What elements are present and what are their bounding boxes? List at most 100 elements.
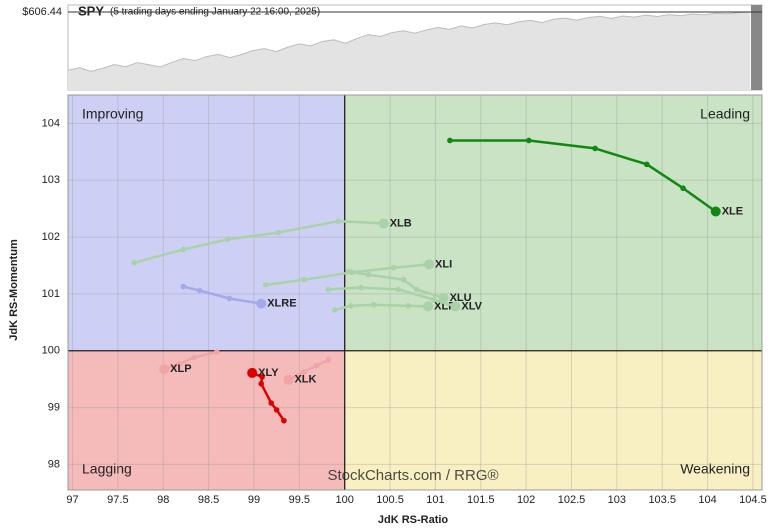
tail-point	[325, 357, 332, 363]
tail-head	[438, 292, 449, 303]
quadrant	[344, 350, 762, 490]
x-tick-label: 101.5	[467, 494, 495, 506]
series-label: XLI	[435, 258, 452, 270]
tail-head	[424, 259, 435, 270]
tail-point	[447, 137, 453, 144]
series-label: XLE	[722, 205, 743, 217]
tail-head	[256, 298, 267, 309]
spy-line	[67, 11, 751, 72]
tail-point	[213, 349, 220, 355]
x-tick-label: 100.5	[376, 494, 404, 506]
tail-line	[449, 139, 717, 213]
series-label: XLF	[434, 300, 455, 312]
tail-point	[275, 229, 282, 236]
tail-point	[331, 307, 338, 313]
tail-line	[133, 219, 384, 264]
series-label: XLY	[258, 367, 279, 379]
x-tick-label: 102.5	[558, 494, 586, 506]
x-tick-label: 97	[66, 494, 78, 506]
tail-point	[191, 354, 197, 361]
period-highlight	[751, 5, 762, 90]
tail-point	[268, 400, 275, 406]
y-tick-label: 100	[42, 345, 60, 357]
tail-point	[643, 161, 650, 168]
tail-point	[430, 296, 437, 303]
y-tick-label: 103	[42, 174, 60, 186]
tail-point	[131, 259, 138, 266]
series-label: XLU	[450, 292, 472, 304]
x-tick-label: 100	[336, 494, 354, 506]
quadrant	[68, 95, 345, 351]
series-label: XLP	[170, 363, 191, 375]
y-tick-label: 104	[42, 117, 60, 129]
tail-point	[413, 286, 420, 293]
tail-point	[259, 374, 265, 380]
tail-point	[400, 276, 407, 283]
tail-line	[163, 350, 218, 371]
tail-line	[287, 358, 329, 381]
x-tick-label: 103	[608, 494, 626, 506]
quadrant-label: Improving	[82, 106, 143, 122]
tail-head	[710, 206, 721, 217]
series-label: XLRE	[267, 297, 296, 309]
tail-point	[335, 218, 342, 224]
tail-head	[159, 363, 170, 374]
series-label: XLK	[294, 374, 316, 386]
x-tick-label: 98.5	[198, 494, 219, 506]
x-tick-label: 103.5	[648, 494, 676, 506]
tail-point	[180, 283, 187, 290]
tail-point	[313, 362, 320, 369]
x-tick-label: 99.5	[289, 494, 310, 506]
tail-point	[273, 407, 280, 413]
y-tick-label: 102	[42, 231, 60, 243]
tail-point	[301, 276, 307, 283]
price-label: $606.44	[22, 6, 62, 18]
tail-point	[365, 271, 372, 278]
tail-point	[281, 417, 287, 424]
plot-frame	[67, 94, 763, 491]
tail-head	[283, 374, 294, 385]
tail-point	[405, 303, 411, 309]
series-label: XLV	[461, 300, 482, 312]
tail-head	[378, 218, 389, 229]
tail-point	[180, 246, 187, 253]
x-tick-label: 97.5	[107, 494, 128, 506]
tail-point	[592, 145, 598, 152]
tail-point	[395, 286, 402, 293]
x-tick-label: 102	[517, 494, 535, 506]
tail-point	[196, 287, 203, 294]
x-tick-label: 98	[157, 494, 169, 506]
tail-point	[390, 264, 397, 271]
tail-head	[423, 301, 434, 312]
watermark: StockCharts.com / RRG®	[327, 467, 498, 484]
tail-point	[176, 361, 183, 367]
tail-point	[348, 303, 354, 309]
tail-point	[301, 368, 307, 375]
x-tick-label: 104	[698, 494, 716, 506]
tail-point	[370, 301, 377, 308]
y-tick-label: 98	[48, 458, 60, 470]
x-axis-title: JdK RS-Ratio	[378, 514, 449, 526]
tail-point	[325, 286, 332, 293]
tail-head	[450, 301, 461, 312]
tail-point	[226, 295, 233, 302]
tail-line	[182, 285, 262, 305]
quadrant-label: Leading	[700, 106, 750, 122]
tail-point	[262, 282, 269, 288]
quadrant-label: Lagging	[82, 461, 132, 477]
x-tick-label: 101	[426, 494, 444, 506]
quadrant	[344, 95, 762, 351]
y-axis-title: JdK RS-Momentum	[8, 239, 20, 341]
tail-point	[358, 284, 364, 291]
tail-point	[345, 268, 352, 275]
tail-head	[247, 367, 258, 378]
x-tick-label: 104.5	[739, 494, 767, 506]
tail-point	[224, 236, 231, 243]
tail-point	[258, 380, 265, 387]
y-tick-label: 99	[48, 401, 60, 413]
y-tick-label: 101	[42, 288, 60, 300]
tail-point	[680, 185, 686, 192]
quadrant-label: Weakening	[680, 461, 750, 477]
spy-area	[68, 12, 750, 90]
